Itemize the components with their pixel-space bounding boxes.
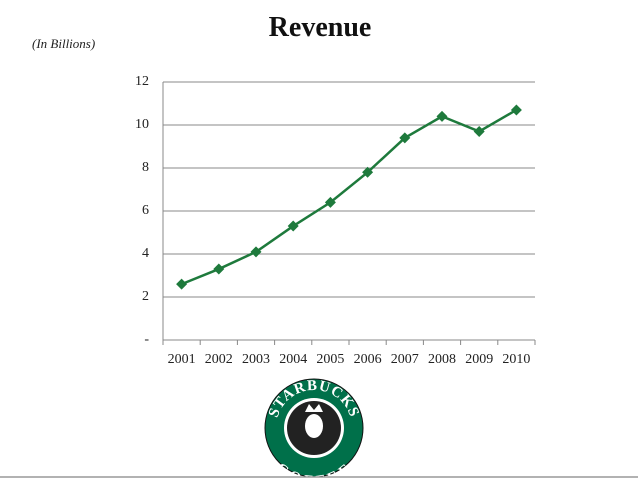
x-tick-label: 2001 <box>168 352 196 367</box>
marker <box>176 278 188 290</box>
y-tick-label: - <box>144 332 149 347</box>
y-tick-label: 8 <box>142 160 149 175</box>
marker <box>399 132 411 144</box>
chart-title: Revenue <box>269 12 372 43</box>
marker <box>362 166 374 178</box>
logo-face <box>305 414 323 438</box>
x-tick-label: 2007 <box>391 352 419 367</box>
x-tick-label: 2009 <box>465 352 493 367</box>
x-tick-label: 2005 <box>316 352 344 367</box>
y-tick-label: 6 <box>142 203 149 218</box>
logo: STARBUCKS COFFEE <box>263 377 365 479</box>
marker <box>213 263 225 275</box>
y-tick-label: 12 <box>135 74 149 89</box>
y-tick-label: 4 <box>142 246 149 261</box>
marker <box>250 246 262 258</box>
marker <box>473 125 485 137</box>
x-tick-label: 2006 <box>354 352 382 367</box>
y-tick-label: 2 <box>142 289 149 304</box>
marker <box>510 104 522 116</box>
x-tick-label: 2008 <box>428 352 456 367</box>
chart-subtitle: (In Billions) <box>32 36 95 51</box>
x-tick-label: 2003 <box>242 352 270 367</box>
x-tick-label: 2002 <box>205 352 233 367</box>
y-tick-label: 10 <box>135 117 149 132</box>
x-tick-label: 2004 <box>279 352 307 367</box>
line <box>181 108 518 286</box>
logo-crown <box>305 404 323 412</box>
marker <box>287 220 299 232</box>
marker <box>324 196 336 208</box>
x-tick-label: 2010 <box>502 352 530 367</box>
marker <box>436 110 448 122</box>
